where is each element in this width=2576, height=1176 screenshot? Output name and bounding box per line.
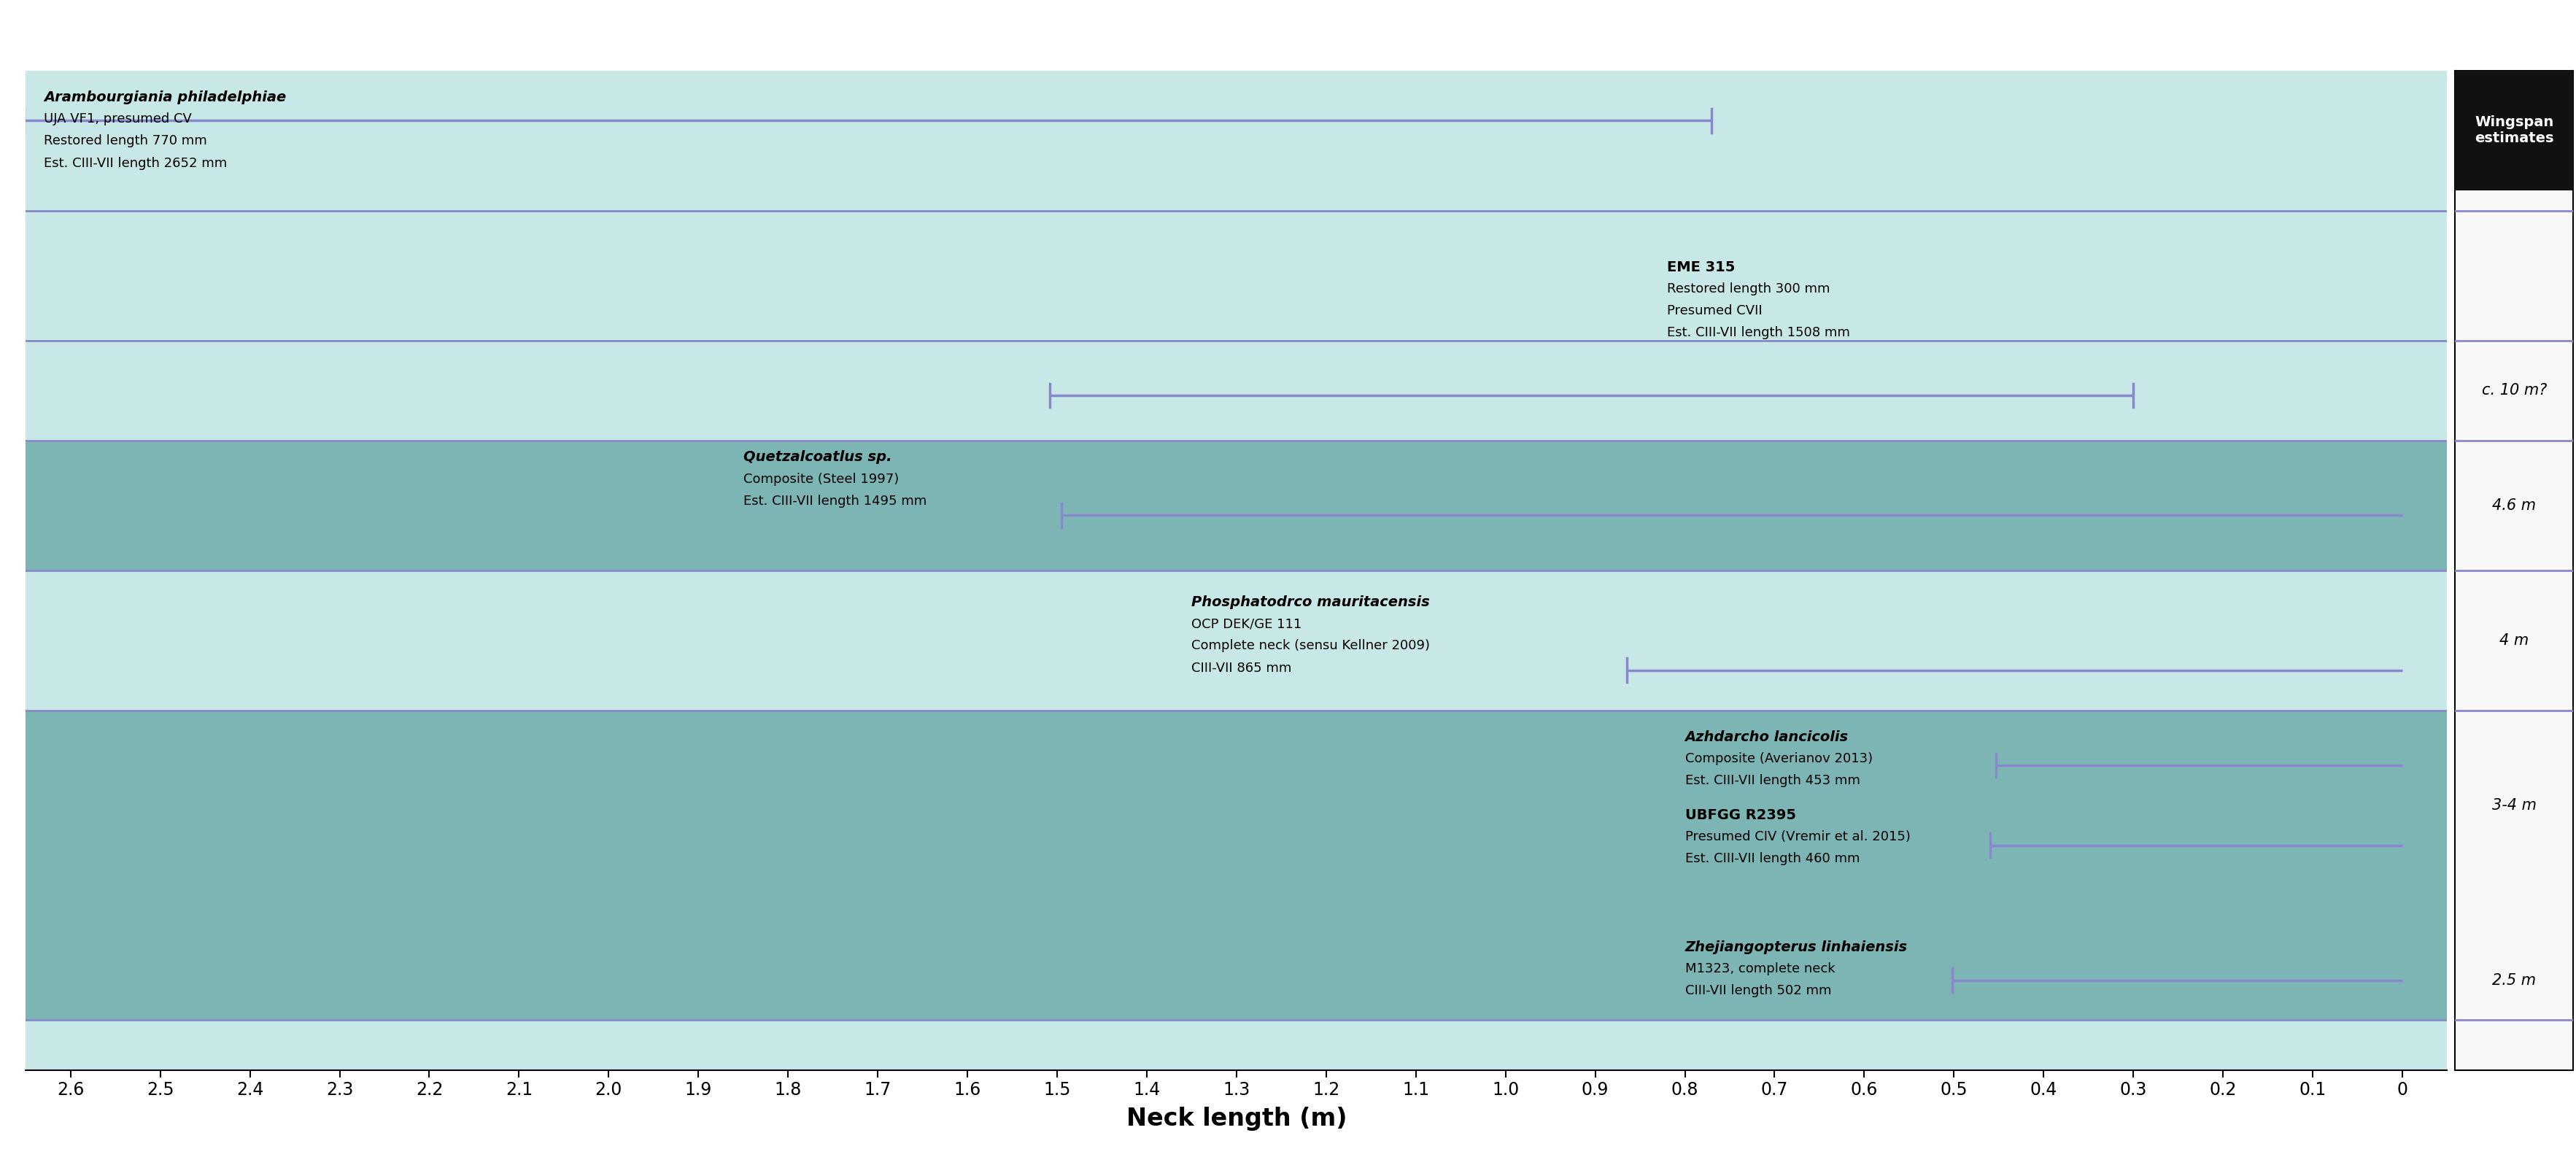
Text: Est. CIII-VII length 453 mm: Est. CIII-VII length 453 mm xyxy=(1685,774,1860,788)
Text: CIII-VII 865 mm: CIII-VII 865 mm xyxy=(1193,661,1291,675)
Bar xyxy=(26,710,2447,1021)
Text: Est. CIII-VII length 2652 mm: Est. CIII-VII length 2652 mm xyxy=(44,156,227,169)
Text: Zhejiangopterus linhaiensis: Zhejiangopterus linhaiensis xyxy=(1685,941,1906,954)
Text: Est. CIII-VII length 1508 mm: Est. CIII-VII length 1508 mm xyxy=(1667,327,1850,340)
Bar xyxy=(26,440,2447,570)
Text: OCP DEK/GE 111: OCP DEK/GE 111 xyxy=(1193,617,1301,630)
Text: Quetzalcoatlus sp.: Quetzalcoatlus sp. xyxy=(744,450,891,465)
Text: 3-4 m: 3-4 m xyxy=(2491,799,2537,813)
Text: 4 m: 4 m xyxy=(2499,633,2530,648)
Text: Presumed CVII: Presumed CVII xyxy=(1667,305,1762,318)
Text: Complete neck (sensu Kellner 2009): Complete neck (sensu Kellner 2009) xyxy=(1193,640,1430,653)
Bar xyxy=(2455,71,2573,191)
Text: Composite (Steel 1997): Composite (Steel 1997) xyxy=(744,473,899,486)
Text: Presumed CIV (Vremir et al. 2015): Presumed CIV (Vremir et al. 2015) xyxy=(1685,830,1911,843)
Text: Arambourgiania philadelphiae: Arambourgiania philadelphiae xyxy=(44,91,286,105)
Text: UBFGG R2395: UBFGG R2395 xyxy=(1685,808,1795,822)
Text: 2.5 m: 2.5 m xyxy=(2491,973,2537,988)
Text: CIII-VII length 502 mm: CIII-VII length 502 mm xyxy=(1685,984,1832,997)
Text: Est. CIII-VII length 1495 mm: Est. CIII-VII length 1495 mm xyxy=(744,494,927,508)
Text: Est. CIII-VII length 460 mm: Est. CIII-VII length 460 mm xyxy=(1685,853,1860,866)
Text: Azhdarcho lancicolis: Azhdarcho lancicolis xyxy=(1685,730,1850,744)
Text: UJA VF1, presumed CV: UJA VF1, presumed CV xyxy=(44,113,191,126)
Text: Restored length 300 mm: Restored length 300 mm xyxy=(1667,282,1829,295)
Text: Phosphatodrco mauritacensis: Phosphatodrco mauritacensis xyxy=(1193,595,1430,609)
Text: M1323, complete neck: M1323, complete neck xyxy=(1685,962,1834,975)
X-axis label: Neck length (m): Neck length (m) xyxy=(1126,1107,1347,1130)
Text: Restored length 770 mm: Restored length 770 mm xyxy=(44,134,206,148)
Text: Composite (Averianov 2013): Composite (Averianov 2013) xyxy=(1685,753,1873,766)
Text: Wingspan
estimates: Wingspan estimates xyxy=(2476,115,2553,146)
Text: c. 10 m?: c. 10 m? xyxy=(2481,383,2548,397)
Text: EME 315: EME 315 xyxy=(1667,261,1736,274)
Text: 4.6 m: 4.6 m xyxy=(2491,499,2537,513)
